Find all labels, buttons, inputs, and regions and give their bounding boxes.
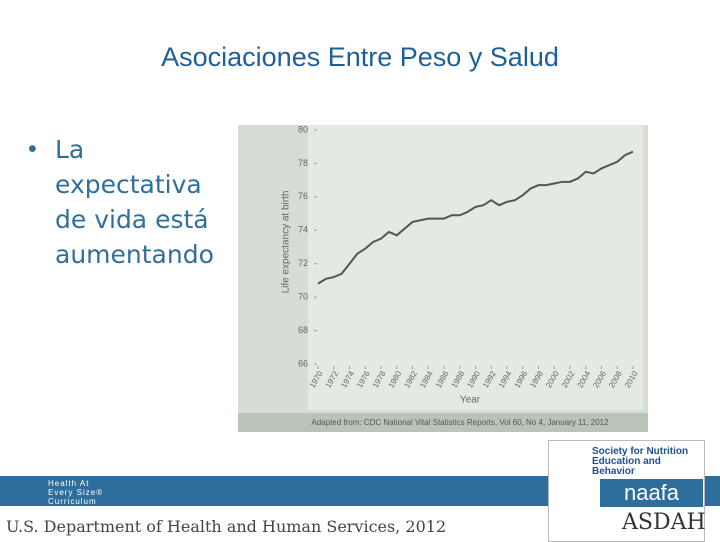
y-tick-label: 70 <box>298 292 308 302</box>
bullet-text: La expectativa de vida está aumentando <box>55 135 214 269</box>
source-bar <box>238 413 648 432</box>
source: Adapted from: CDC National Vital Statist… <box>311 418 609 427</box>
asdah-logo: ASDAH <box>622 510 706 535</box>
slide-title: Asociaciones Entre Peso y Salud <box>161 42 559 72</box>
y-tick-label: 74 <box>298 225 308 235</box>
series-line <box>317 150 634 285</box>
x-axis-label: Year <box>460 395 481 406</box>
haes-logo: Health At Every Size® Curriculum <box>48 479 104 506</box>
y-axis-label: Life expectancy at birth <box>281 191 292 294</box>
footer-text: U.S. Department of Health and Human Serv… <box>6 517 447 536</box>
y-tick-label: 76 <box>298 191 308 201</box>
y-tick-label: 68 <box>298 325 308 335</box>
bullet-dot: • <box>28 135 37 163</box>
y-tick-label: 72 <box>298 258 308 268</box>
y-tick-label: 80 <box>298 125 308 134</box>
y-tick-label: 78 <box>298 158 308 168</box>
sneb-logo: Society for Nutrition Education and Beha… <box>592 446 689 477</box>
y-tick-label: 66 <box>298 358 308 368</box>
chart: Adapted from: CDC National Vital Statist… <box>238 125 648 432</box>
naafa-logo: naafa <box>600 479 703 507</box>
